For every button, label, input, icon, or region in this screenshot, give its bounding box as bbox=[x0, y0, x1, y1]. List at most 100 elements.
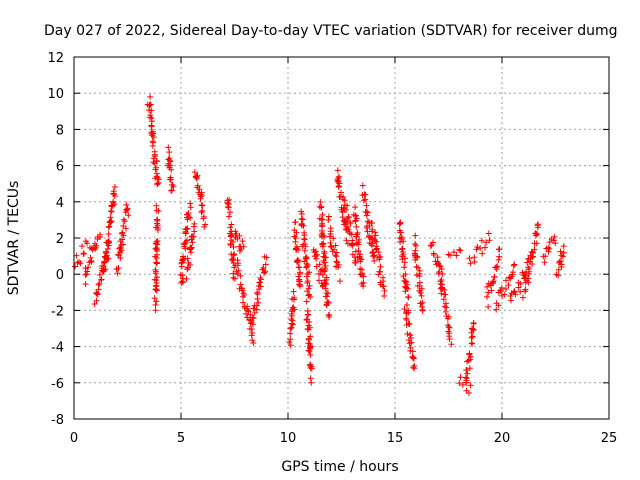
data-point-marker bbox=[462, 374, 469, 381]
data-point-marker bbox=[372, 232, 379, 239]
data-point-marker bbox=[441, 303, 448, 310]
data-point-marker bbox=[231, 275, 238, 282]
data-point-marker bbox=[371, 252, 378, 259]
data-point-marker bbox=[153, 224, 160, 231]
data-point-marker bbox=[168, 187, 175, 194]
data-point-marker bbox=[344, 202, 351, 209]
data-point-marker bbox=[88, 258, 95, 265]
data-point-marker bbox=[110, 191, 117, 198]
data-point-marker bbox=[330, 246, 337, 253]
data-point-marker bbox=[152, 307, 159, 314]
data-point-marker bbox=[316, 277, 323, 284]
data-point-marker bbox=[117, 255, 124, 262]
data-point-marker bbox=[363, 202, 370, 209]
data-point-marker bbox=[307, 364, 314, 371]
data-point-marker bbox=[401, 264, 408, 271]
data-point-marker bbox=[258, 276, 265, 283]
data-point-marker bbox=[91, 246, 98, 253]
data-point-marker bbox=[253, 302, 260, 309]
data-point-marker bbox=[97, 234, 104, 241]
data-point-marker bbox=[72, 263, 79, 270]
data-point-marker bbox=[413, 254, 420, 261]
data-point-marker bbox=[198, 192, 205, 199]
data-point-marker bbox=[401, 306, 408, 313]
data-point-marker bbox=[96, 271, 103, 278]
data-point-marker bbox=[201, 223, 208, 230]
data-point-marker bbox=[153, 158, 160, 165]
data-point-marker bbox=[443, 304, 450, 311]
data-point-marker bbox=[151, 295, 158, 302]
data-point-marker bbox=[166, 149, 173, 156]
data-point-marker bbox=[155, 207, 162, 214]
data-point-marker bbox=[227, 224, 234, 231]
data-point-marker bbox=[437, 278, 444, 285]
data-point-marker bbox=[493, 266, 500, 273]
data-point-marker bbox=[352, 218, 359, 225]
data-point-marker bbox=[153, 277, 160, 284]
data-point-marker bbox=[469, 340, 476, 347]
data-point-marker bbox=[334, 259, 341, 266]
data-point-marker bbox=[322, 285, 329, 292]
data-point-marker bbox=[446, 324, 453, 331]
data-point-marker bbox=[179, 278, 186, 285]
data-point-marker bbox=[77, 260, 84, 267]
data-point-marker bbox=[446, 336, 453, 343]
data-point-marker bbox=[501, 291, 508, 298]
data-point-marker bbox=[400, 238, 407, 245]
data-point-marker bbox=[246, 325, 253, 332]
data-point-marker bbox=[94, 291, 101, 298]
y-tick-label: -6 bbox=[51, 377, 64, 392]
data-point-marker bbox=[101, 253, 108, 260]
data-point-marker bbox=[98, 276, 105, 283]
data-point-marker bbox=[93, 290, 100, 297]
data-point-marker bbox=[555, 266, 562, 273]
data-point-marker bbox=[524, 259, 531, 266]
data-point-marker bbox=[380, 278, 387, 285]
y-tick-label: 10 bbox=[47, 87, 64, 102]
data-point-marker bbox=[250, 339, 257, 346]
data-point-marker bbox=[188, 244, 195, 251]
data-point-marker bbox=[371, 257, 378, 264]
data-point-marker bbox=[442, 308, 449, 315]
data-point-marker bbox=[482, 244, 489, 251]
data-point-marker bbox=[441, 291, 448, 298]
data-point-marker bbox=[250, 305, 257, 312]
data-point-marker bbox=[362, 196, 369, 203]
data-point-marker bbox=[298, 215, 305, 222]
data-point-marker bbox=[334, 167, 341, 174]
data-point-marker bbox=[318, 203, 325, 210]
data-point-marker bbox=[191, 169, 198, 176]
data-point-marker bbox=[288, 310, 295, 317]
data-point-marker bbox=[369, 242, 376, 249]
data-point-marker bbox=[190, 233, 197, 240]
data-point-marker bbox=[381, 292, 388, 299]
data-point-marker bbox=[196, 186, 203, 193]
data-point-marker bbox=[357, 251, 364, 258]
data-point-marker bbox=[381, 287, 388, 294]
data-point-marker bbox=[307, 333, 314, 340]
data-point-marker bbox=[375, 249, 382, 256]
data-point-marker bbox=[515, 284, 522, 291]
data-point-marker bbox=[552, 240, 559, 247]
data-point-marker bbox=[323, 281, 330, 288]
data-point-marker bbox=[417, 289, 424, 296]
data-point-marker bbox=[154, 174, 161, 181]
x-tick-label: 15 bbox=[387, 431, 404, 446]
data-point-marker bbox=[438, 266, 445, 273]
data-point-marker bbox=[353, 233, 360, 240]
data-point-marker bbox=[185, 210, 192, 217]
data-point-marker bbox=[327, 243, 334, 250]
data-point-marker bbox=[316, 261, 323, 268]
data-point-marker bbox=[355, 248, 362, 255]
data-point-marker bbox=[359, 272, 366, 279]
data-point-marker bbox=[118, 247, 125, 254]
data-point-marker bbox=[225, 213, 232, 220]
data-point-marker bbox=[313, 255, 320, 262]
data-point-marker bbox=[332, 252, 339, 259]
data-point-marker bbox=[468, 334, 475, 341]
data-point-marker bbox=[198, 209, 205, 216]
data-point-marker bbox=[306, 291, 313, 298]
data-point-marker bbox=[496, 246, 503, 253]
data-point-marker bbox=[502, 277, 509, 284]
data-point-marker bbox=[327, 240, 334, 247]
